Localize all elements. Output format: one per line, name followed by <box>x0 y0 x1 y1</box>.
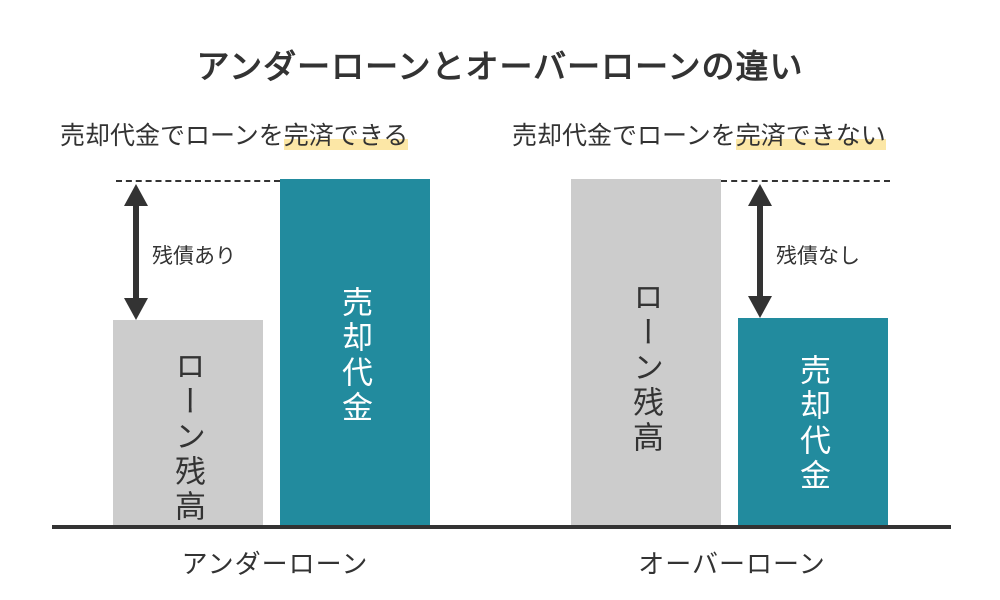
right-gap-label: 残債なし <box>776 244 860 268</box>
left-gap-label: 残債あり <box>152 244 236 268</box>
right-loan-balance-bar: ローン残高 <box>571 179 721 526</box>
left-sale-price-bar: 売却代金 <box>280 179 430 526</box>
right-caption: オーバーローン <box>638 550 826 580</box>
left-dashed-guide <box>116 180 280 182</box>
right-subtitle-highlight: 完済できない <box>735 121 886 150</box>
diagram-title: アンダーローンとオーバーローンの違い <box>196 47 804 86</box>
left-double-arrow-icon <box>124 184 148 320</box>
left-subtitle-highlight: 完済できる <box>283 121 409 150</box>
right-sale-price-bar: 売却代金 <box>738 318 888 526</box>
left-subtitle: 売却代金でローンを完済できる <box>60 116 409 152</box>
left-loan-balance-bar: ローン残高 <box>113 320 263 526</box>
right-loan-balance-label: ローン残高 <box>627 281 663 456</box>
right-subtitle-plain: 売却代金でローンを <box>512 121 736 150</box>
right-sale-price-label: 売却代金 <box>794 354 830 494</box>
left-subtitle-plain: 売却代金でローンを <box>60 121 284 150</box>
baseline <box>52 525 951 529</box>
left-loan-balance-label: ローン残高 <box>169 350 205 525</box>
left-sale-price-label: 売却代金 <box>336 286 372 426</box>
left-caption: アンダーローン <box>181 550 369 580</box>
right-dashed-guide <box>721 180 890 182</box>
right-double-arrow-icon <box>748 184 772 318</box>
right-subtitle: 売却代金でローンを完済できない <box>512 116 886 152</box>
